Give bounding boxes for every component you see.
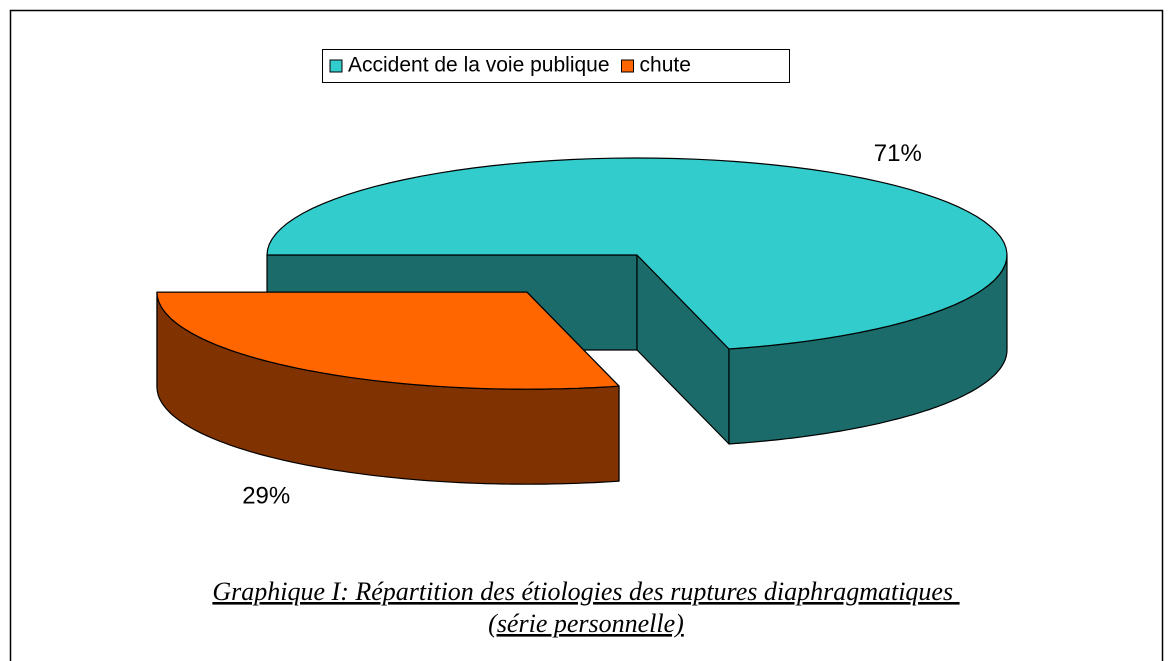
data-label: 29% xyxy=(242,483,290,510)
legend-label: chute xyxy=(640,54,691,77)
legend-label: Accident de la voie publique xyxy=(348,54,610,77)
chart-subtitle: (série personnelle) xyxy=(488,609,684,638)
slice xyxy=(156,291,620,390)
pie: 71% 29% xyxy=(156,140,1008,510)
frame xyxy=(9,9,1164,661)
slice xyxy=(266,157,1008,350)
chart-title: Graphique I: Répartition des étiologies … xyxy=(212,577,959,606)
legend: Accident de la voie publique chute xyxy=(329,54,691,77)
data-label: 71% xyxy=(874,140,922,167)
legend-swatch xyxy=(329,59,343,73)
legend-swatch xyxy=(621,59,635,73)
legend-box xyxy=(322,49,790,83)
